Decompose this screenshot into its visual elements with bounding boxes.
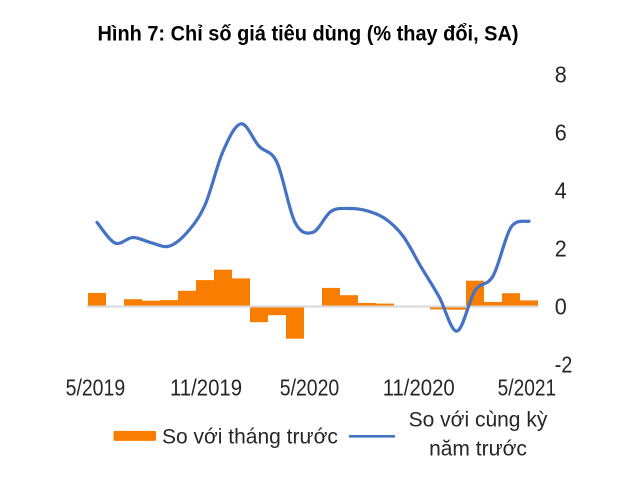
svg-text:5/2020: 5/2020 <box>280 375 340 401</box>
svg-text:8: 8 <box>555 61 567 87</box>
svg-text:5/2019: 5/2019 <box>66 375 126 401</box>
svg-text:11/2020: 11/2020 <box>383 375 455 401</box>
svg-text:Hình 7: Chỉ số giá tiêu dùng (: Hình 7: Chỉ số giá tiêu dùng (% thay đổi… <box>98 23 519 46</box>
svg-text:So với tháng trước: So với tháng trước <box>162 425 338 448</box>
svg-text:2: 2 <box>555 235 567 261</box>
svg-text:So với cùng kỳ: So với cùng kỳ <box>409 409 548 432</box>
svg-text:6: 6 <box>555 119 567 145</box>
svg-text:5/2021: 5/2021 <box>498 375 557 401</box>
svg-text:0: 0 <box>555 293 567 319</box>
svg-text:11/2019: 11/2019 <box>170 375 242 401</box>
svg-text:-2: -2 <box>555 351 573 377</box>
svg-text:4: 4 <box>555 177 567 203</box>
svg-text:năm trước: năm trước <box>429 438 527 461</box>
